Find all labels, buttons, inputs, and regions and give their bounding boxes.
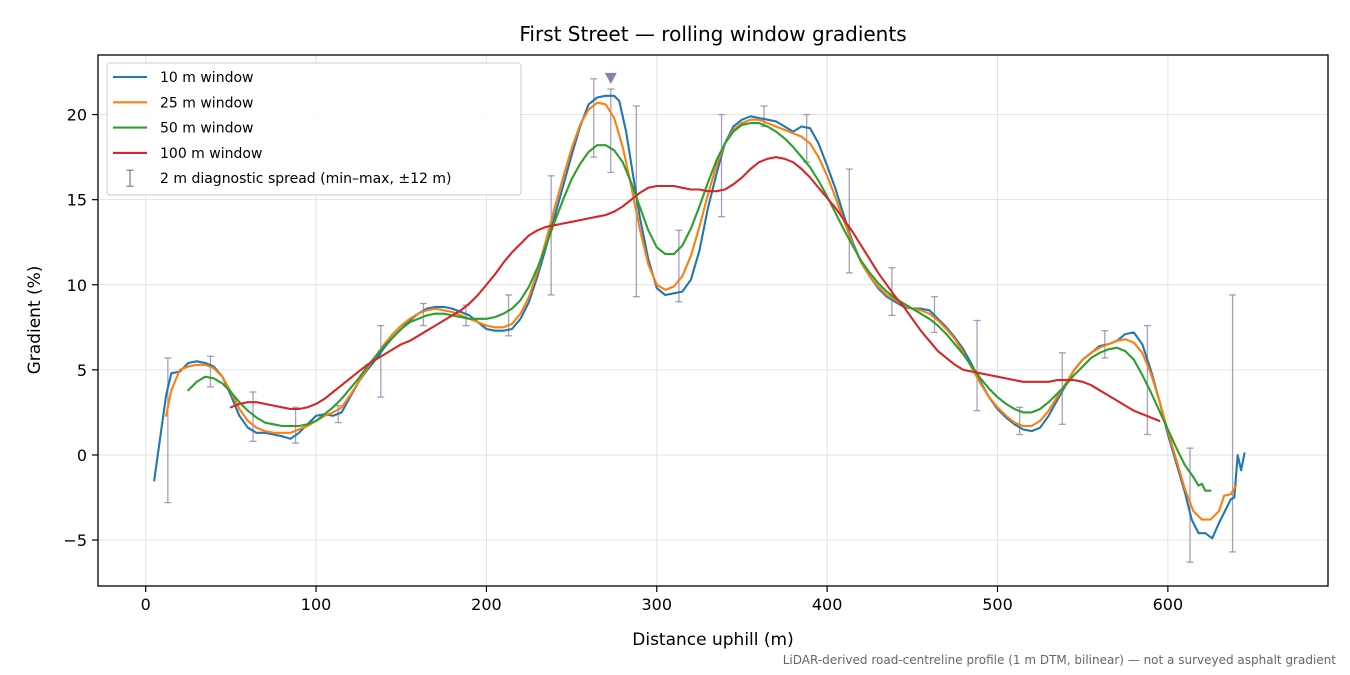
legend-entry: 10 m window	[113, 70, 253, 86]
errorbar	[547, 175, 555, 296]
x-tick-label: 600	[1153, 595, 1184, 614]
peak-marker-layer	[604, 72, 617, 84]
y-tick-label: 20	[67, 106, 87, 125]
legend-entry: 25 m window	[113, 95, 253, 111]
diagnostic-errorbars	[164, 78, 1237, 563]
plot-frame	[97, 54, 1329, 587]
legend-entry: 50 m window	[113, 121, 253, 137]
errorbar	[419, 302, 427, 327]
errorbar	[206, 355, 214, 388]
x-tick-label: 400	[812, 595, 843, 614]
legend: 10 m window 25 m window 50 m window 100 m w…	[106, 62, 522, 196]
series-line-4	[229, 156, 1161, 422]
chart-title: First Street — rolling window gradients	[519, 22, 906, 46]
legend-label: 2 m diagnostic spread (min–max, ±12 m)	[160, 171, 451, 187]
y-axis-ticks: −5 0 5 10 15 20	[63, 106, 98, 550]
x-tick-label: 0	[141, 595, 151, 614]
footnote: LiDAR-derived road-centreline profile (1…	[783, 653, 1337, 667]
errorbar	[675, 229, 683, 303]
errorbar	[377, 324, 385, 398]
legend-entry: 2 m diagnostic spread (min–max, ±12 m)	[126, 169, 451, 187]
y-tick-label: 10	[67, 276, 87, 295]
legend-box	[106, 62, 522, 196]
y-tick-label: −5	[63, 531, 87, 550]
errorbar	[973, 319, 981, 412]
peak-marker	[604, 72, 617, 84]
x-tick-label: 100	[301, 595, 332, 614]
x-axis-title: Distance uphill (m)	[632, 630, 793, 650]
y-tick-label: 15	[67, 191, 87, 210]
errorbar	[164, 357, 172, 504]
legend-label: 100 m window	[160, 146, 262, 162]
legend-label: 10 m window	[160, 70, 253, 86]
x-axis-ticks: 0 100 200 300 400 500 600	[141, 586, 1184, 614]
errorbar	[845, 168, 853, 274]
y-tick-label: 5	[77, 361, 87, 380]
errorbar	[718, 113, 726, 218]
x-tick-label: 200	[471, 595, 502, 614]
legend-label: 25 m window	[160, 95, 253, 111]
y-tick-label: 0	[77, 446, 87, 465]
y-axis-title: Gradient (%)	[25, 266, 45, 375]
errorbar	[249, 391, 257, 442]
series-line-3	[187, 122, 1212, 492]
legend-label: 50 m window	[160, 121, 253, 137]
legend-entry: 100 m window	[113, 146, 262, 162]
gradient-series	[153, 94, 1246, 540]
x-tick-label: 300	[642, 595, 673, 614]
x-tick-label: 500	[982, 595, 1013, 614]
errorbar	[607, 88, 615, 174]
errorbar	[590, 78, 598, 158]
errorbar	[1229, 294, 1237, 553]
